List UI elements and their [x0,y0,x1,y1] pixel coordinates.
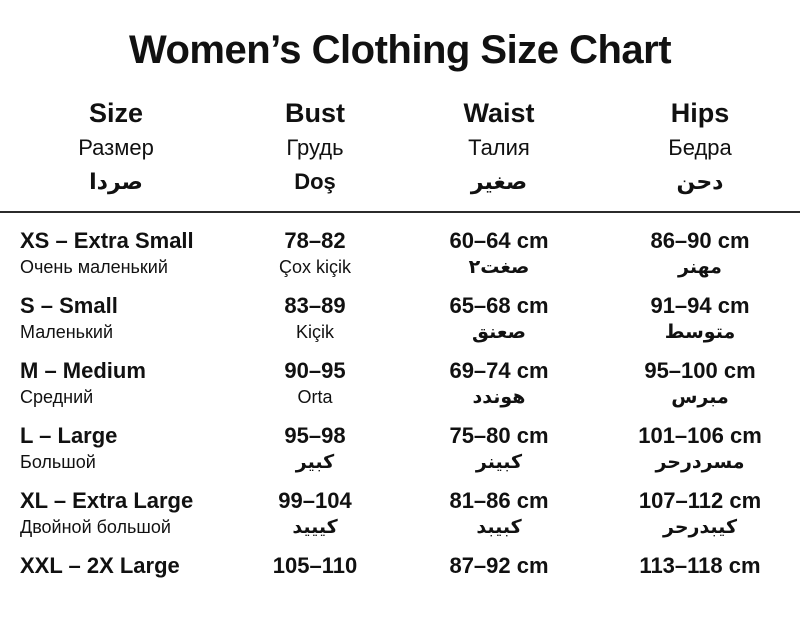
hips-value: 107–112 cm [638,488,762,513]
column-header-bust-az: Doş [294,169,336,194]
page-title: Women’s Clothing Size Chart [128,28,672,72]
table-body: XS – Extra Small Очень маленький 78–82 Ç… [0,213,800,617]
bust-value: 78–82 [284,228,346,253]
size-chart-page: Women’s Clothing Size Chart Size Размер … [0,28,800,627]
table-row-xxl: XXL – 2X Large 105–110 87–92 cm 113–118 … [0,552,800,617]
hips-cell: 101–106 cm مسردرحر [600,422,800,475]
bust-value: 90–95 [284,358,346,383]
bust-value: 83–89 [284,293,346,318]
column-header-hips-ru: Бедра [668,135,732,160]
waist-value: 75–80 cm [449,423,549,448]
waist-cell: 60–64 cm صغت٢ [398,227,600,280]
column-header-size: Size Размер صردا [0,95,232,199]
hips-cell: 113–118 cm [600,552,800,580]
table-header: Size Размер صردا Bust Грудь Doş Waist Та… [0,95,800,199]
waist-cell: 87–92 cm [398,552,600,580]
size-cell: L – Large Большой [0,422,232,475]
hips-label-ar: مبرس [671,387,729,408]
bust-value: 99–104 [278,488,352,513]
waist-label-ar: كبيبد [476,517,522,538]
table-row-m: M – Medium Средний 90–95 Orta 69–74 cm ه… [0,357,800,422]
table-row-xs: XS – Extra Small Очень маленький 78–82 Ç… [0,227,800,292]
column-header-size-ar: صردا [89,169,143,194]
column-header-size-ru: Размер [78,135,154,160]
bust-label-ar: كبير [295,452,335,473]
column-header-hips-ar: دحن [676,169,724,194]
column-header-hips: Hips Бедра دحن [600,95,800,199]
column-header-waist: Waist Талия صغير [398,95,600,199]
column-header-bust-ru: Грудь [286,135,344,160]
waist-label-ar: كبينر [475,452,523,473]
hips-label-ar: مسردرحر [655,452,745,473]
waist-label-ar: صعنق [472,322,526,343]
hips-label-ar: مهنر [678,257,722,278]
size-cell: S – Small Маленький [0,292,232,345]
bust-cell: 95–98 كبير [232,422,398,475]
bust-cell: 78–82 Çox kiçik [232,227,398,280]
waist-value: 81–86 cm [449,488,549,513]
size-label: XL – Extra Large [20,488,194,513]
bust-label-az: Kiçik [295,322,334,342]
column-header-waist-ar: صغير [470,169,528,194]
waist-cell: 65–68 cm صعنق [398,292,600,345]
hips-value: 113–118 cm [639,553,761,578]
hips-value: 101–106 cm [638,423,762,448]
size-label-ru: Средний [20,387,94,407]
bust-cell: 105–110 [232,552,398,580]
size-label-ru: Двойной большой [20,517,171,537]
column-header-hips-en: Hips [670,98,730,128]
column-header-waist-en: Waist [463,98,535,128]
table-row-xl: XL – Extra Large Двойной большой 99–104 … [0,487,800,552]
waist-cell: 81–86 cm كبيبد [398,487,600,540]
hips-cell: 91–94 cm متوسط [600,292,800,345]
size-cell: M – Medium Средний [0,357,232,410]
size-cell: XXL – 2X Large [0,552,232,580]
hips-value: 95–100 cm [644,358,756,383]
hips-cell: 86–90 cm مهنر [600,227,800,280]
bust-cell: 83–89 Kiçik [232,292,398,345]
column-header-size-en: Size [88,98,144,128]
hips-label-ar: كيبدرحر [663,517,737,538]
bust-value: 95–98 [284,423,346,448]
hips-value: 91–94 cm [650,293,750,318]
column-header-bust: Bust Грудь Doş [232,95,398,199]
size-cell: XS – Extra Small Очень маленький [0,227,232,280]
hips-value: 86–90 cm [650,228,750,253]
waist-value: 87–92 cm [449,553,549,578]
size-label: XS – Extra Small [20,228,194,253]
size-label: S – Small [20,293,118,318]
header-divider [0,211,800,213]
bust-value: 105–110 [272,553,358,578]
column-header-waist-ru: Талия [468,135,530,160]
waist-value: 65–68 cm [449,293,549,318]
bust-label-ar: كيييد [292,517,338,538]
hips-cell: 95–100 cm مبرس [600,357,800,410]
table-row-l: L – Large Большой 95–98 كبير 75–80 cm كب… [0,422,800,487]
waist-label-ar: هوندد [472,387,526,408]
column-header-bust-en: Bust [285,98,345,128]
waist-cell: 75–80 cm كبينر [398,422,600,475]
hips-cell: 107–112 cm كيبدرحر [600,487,800,540]
waist-label-ar: صغت٢ [468,257,530,278]
size-label-ru: Большой [20,452,96,472]
waist-value: 69–74 cm [449,358,549,383]
table-row-s: S – Small Маленький 83–89 Kiçik 65–68 cm… [0,292,800,357]
size-label: M – Medium [20,358,146,383]
size-cell: XL – Extra Large Двойной большой [0,487,232,540]
bust-label-az: Çox kiçik [278,257,351,277]
bust-cell: 90–95 Orta [232,357,398,410]
size-label: XXL – 2X Large [20,553,180,578]
size-label-ru: Маленький [20,322,114,342]
size-label-ru: Очень маленький [20,257,168,277]
waist-value: 60–64 cm [449,228,549,253]
bust-label-az: Orta [297,387,333,407]
waist-cell: 69–74 cm هوندد [398,357,600,410]
size-label: L – Large [20,423,118,448]
bust-cell: 99–104 كيييد [232,487,398,540]
hips-label-ar: متوسط [664,322,736,343]
